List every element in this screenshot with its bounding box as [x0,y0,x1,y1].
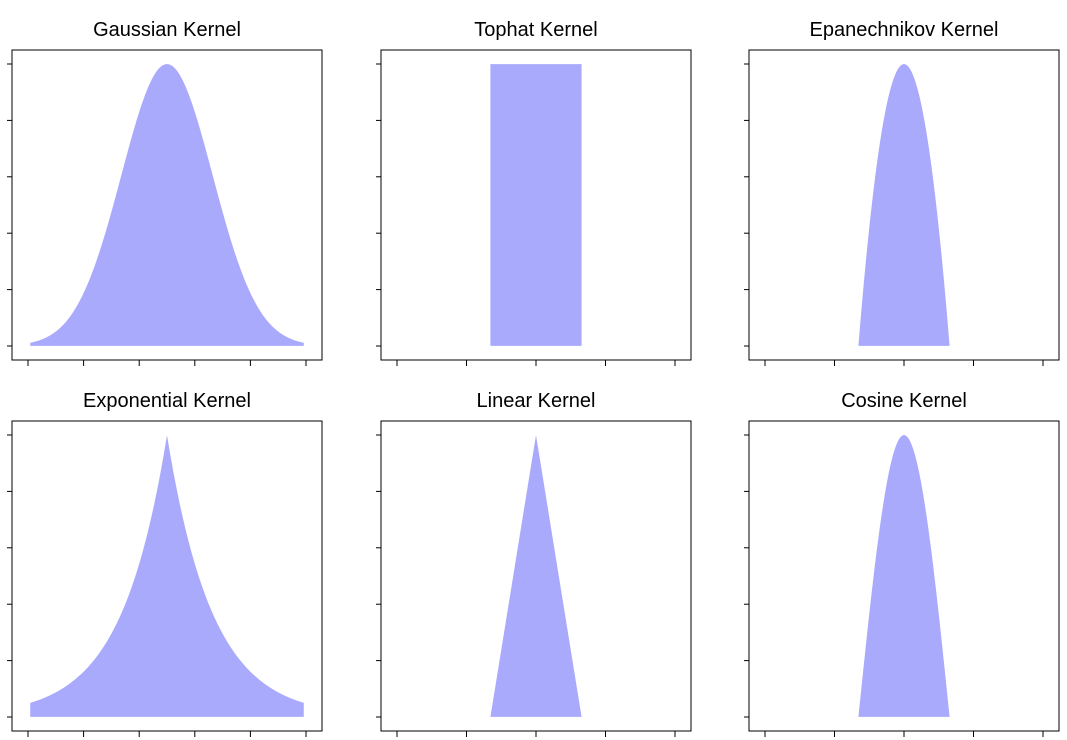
kernel-area [490,435,582,717]
kernel-area [858,435,950,717]
kernel-panel: Epanechnikov Kernel [744,19,1060,366]
axes-frame [11,420,323,732]
axes-frame [11,49,323,361]
kernel-panel: Exponential Kernel [7,390,323,737]
chart-title: Linear Kernel [477,390,596,412]
kernel-panel: Gaussian Kernel [7,19,323,366]
kernel-area [490,64,582,346]
kernel-panel: Cosine Kernel [744,390,1060,737]
kernel-area [30,435,304,717]
kernel-area [30,64,304,346]
chart-title: Exponential Kernel [83,390,251,412]
kernel-panel: Linear Kernel [376,390,692,737]
chart-title: Tophat Kernel [474,19,597,41]
chart-title: Epanechnikov Kernel [809,19,998,41]
chart-title: Cosine Kernel [841,390,967,412]
kernel-area [858,64,950,346]
chart-title: Gaussian Kernel [93,19,241,41]
kernel-panel: Tophat Kernel [376,19,692,366]
